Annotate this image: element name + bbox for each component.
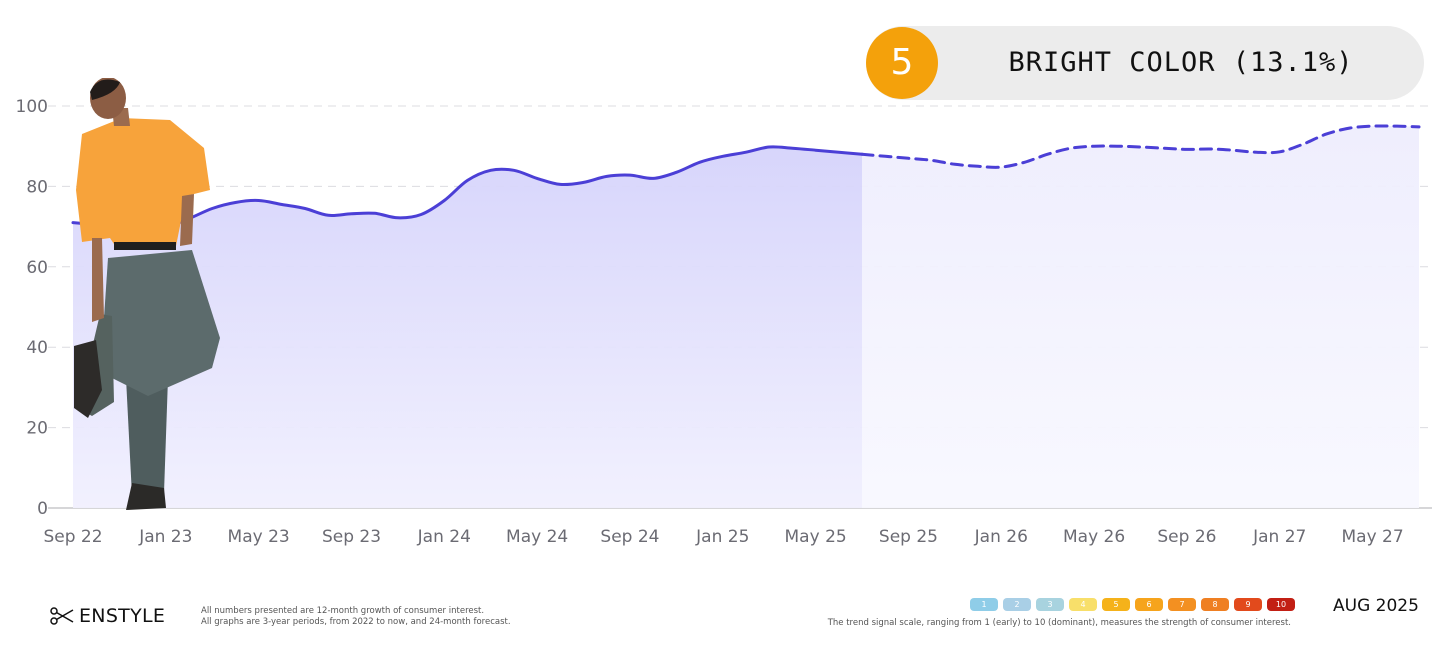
trend-signal-scale: 1 2 3 4 5 6 7 8 9 10 — [970, 598, 1295, 611]
y-tick-label: 60 — [26, 258, 48, 278]
x-tick-label: Jan 24 — [417, 527, 471, 547]
x-tick-label: Jan 27 — [1252, 527, 1306, 547]
x-tick-label: Jan 26 — [974, 527, 1028, 547]
chart-title: BRIGHT COLOR (13.1%) — [1008, 47, 1354, 78]
scale-caption: The trend signal scale, ranging from 1 (… — [827, 618, 1291, 628]
scale-level-7: 7 — [1168, 598, 1196, 611]
logo-text: ENSTYLE — [79, 605, 166, 627]
scale-level-6: 6 — [1135, 598, 1163, 611]
x-tick-label: Sep 26 — [1157, 527, 1216, 547]
scale-level-9: 9 — [1234, 598, 1262, 611]
trend-badge: 5 BRIGHT COLOR (13.1%) — [866, 26, 1424, 100]
scissors-icon — [50, 607, 74, 625]
x-tick-label: Sep 25 — [879, 527, 938, 547]
actual-area — [73, 146, 862, 508]
enstyle-logo: ENSTYLE — [50, 603, 165, 629]
x-tick-label: May 23 — [228, 527, 290, 547]
x-tick-label: May 26 — [1063, 527, 1125, 547]
y-tick-label: 20 — [26, 419, 48, 439]
x-tick-label: Jan 25 — [695, 527, 749, 547]
y-tick-label: 100 — [16, 97, 48, 117]
footnote: All numbers presented are 12-month growt… — [201, 606, 511, 628]
x-tick-label: May 24 — [506, 527, 568, 547]
y-tick-label: 80 — [26, 177, 48, 197]
rank-badge: 5 — [866, 27, 938, 99]
y-tick-label: 0 — [37, 499, 48, 519]
x-tick-label: Sep 24 — [600, 527, 659, 547]
x-tick-label: Sep 22 — [43, 527, 102, 547]
scale-level-4: 4 — [1069, 598, 1097, 611]
x-tick-label: May 25 — [785, 527, 847, 547]
x-tick-label: May 27 — [1341, 527, 1403, 547]
scale-level-2: 2 — [1003, 598, 1031, 611]
x-tick-label: Jan 23 — [138, 527, 192, 547]
report-date: AUG 2025 — [1333, 596, 1419, 616]
forecast-series-line — [860, 124, 1421, 169]
footnote-line-2: All graphs are 3-year periods, from 2022… — [201, 617, 511, 627]
scale-level-10: 10 — [1267, 598, 1295, 611]
footnote-line-1: All numbers presented are 12-month growt… — [201, 606, 485, 616]
scale-level-3: 3 — [1036, 598, 1064, 611]
forecast-area — [862, 125, 1419, 508]
scale-level-1: 1 — [970, 598, 998, 611]
scale-level-5: 5 — [1102, 598, 1130, 611]
model-figure-image — [74, 78, 220, 510]
y-tick-label: 40 — [26, 338, 48, 358]
scale-level-8: 8 — [1201, 598, 1229, 611]
x-tick-label: Sep 23 — [322, 527, 381, 547]
actual-series-line — [71, 145, 864, 229]
